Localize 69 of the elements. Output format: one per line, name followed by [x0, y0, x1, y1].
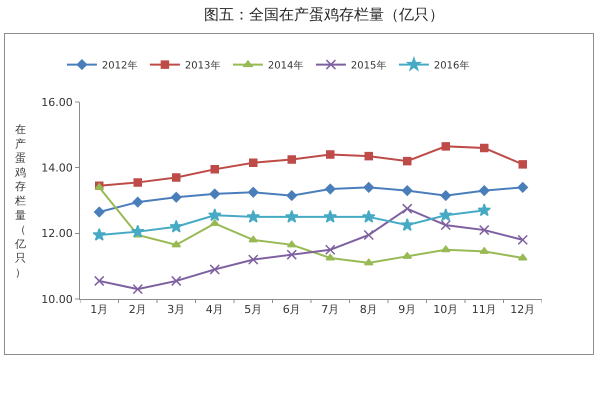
point: [92, 228, 106, 241]
point: [518, 160, 527, 169]
legend-label: 2015年: [350, 59, 386, 72]
point: [518, 234, 528, 246]
x-tick-label: 4月: [206, 303, 224, 316]
x-tick-label: 2月: [128, 303, 147, 316]
legend-label: 2013年: [184, 59, 220, 72]
point: [326, 150, 334, 159]
point: [171, 276, 182, 286]
point: [400, 218, 414, 231]
point: [324, 184, 336, 194]
point: [402, 185, 413, 196]
point: [288, 155, 296, 164]
point: [210, 264, 220, 275]
x-tick-label: 10月: [433, 303, 458, 316]
point: [442, 142, 450, 151]
point: [325, 244, 336, 255]
y-tick-label: 16.00: [41, 96, 73, 109]
x-tick-label: 9月: [398, 303, 416, 316]
point: [248, 186, 259, 198]
point: [479, 224, 490, 236]
y-tick-label: 14.00: [41, 162, 73, 175]
point: [286, 249, 297, 260]
point: [364, 230, 374, 240]
point: [94, 276, 104, 286]
point: [362, 210, 376, 223]
x-tick-label: 11月: [472, 303, 497, 316]
point: [249, 158, 258, 167]
point: [170, 192, 182, 203]
point: [210, 165, 219, 174]
point: [402, 203, 412, 214]
chart-title: 图五：全国在产蛋鸡存栏量（亿只）: [204, 5, 444, 24]
y-tick-label: 12.00: [41, 227, 73, 240]
point: [440, 190, 452, 201]
point: [172, 173, 180, 182]
y-tick-label: 10.00: [41, 292, 73, 306]
x-tick-label: 5月: [244, 303, 262, 316]
point: [439, 208, 452, 222]
point: [285, 210, 298, 223]
point: [209, 188, 220, 200]
point: [134, 178, 142, 187]
point: [170, 220, 183, 233]
point: [324, 210, 337, 223]
point: [478, 185, 490, 196]
x-tick-label: 3月: [167, 303, 186, 316]
point: [478, 203, 491, 216]
x-tick-label: 8月: [360, 303, 378, 316]
x-tick-label: 7月: [321, 303, 340, 316]
point: [480, 144, 488, 152]
point: [286, 190, 298, 201]
legend-label: 2016年: [434, 59, 470, 72]
point: [363, 182, 374, 193]
point: [440, 220, 451, 230]
x-tick-label: 12月: [510, 303, 536, 316]
point: [208, 208, 222, 222]
point: [517, 182, 528, 193]
legend-label: 2012年: [102, 59, 138, 72]
point: [132, 196, 144, 208]
point: [246, 210, 260, 223]
x-tick-label: 6月: [282, 303, 301, 316]
point: [131, 224, 144, 238]
x-tick-label: 1月: [90, 303, 108, 316]
text: 在产蛋鸡存栏量（亿只）: [15, 123, 26, 279]
point: [94, 206, 105, 218]
point: [248, 254, 258, 265]
point: [364, 152, 373, 160]
point: [403, 156, 412, 166]
point: [132, 284, 143, 294]
legend-label: 2014年: [268, 59, 304, 72]
